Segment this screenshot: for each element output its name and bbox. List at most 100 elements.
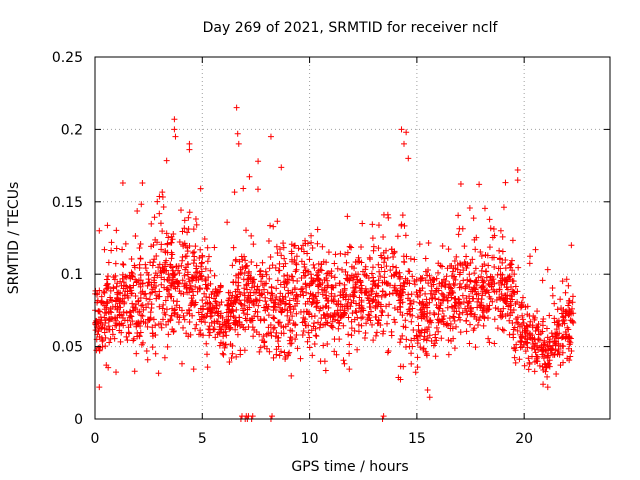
- data-point: [428, 319, 435, 326]
- data-point: [471, 270, 478, 277]
- data-point: [185, 306, 192, 313]
- data-point: [449, 268, 456, 275]
- data-point: [417, 344, 424, 351]
- data-point: [449, 304, 456, 311]
- data-point: [456, 284, 463, 291]
- data-point: [483, 274, 490, 281]
- y-tick-label: 0.2: [61, 122, 83, 138]
- data-point: [439, 243, 446, 250]
- data-point: [404, 310, 411, 317]
- data-point: [267, 295, 274, 302]
- data-point: [386, 301, 393, 308]
- data-point: [514, 314, 521, 321]
- data-point: [230, 278, 237, 285]
- data-point: [453, 323, 460, 330]
- data-point: [397, 287, 404, 294]
- data-point: [352, 283, 359, 290]
- data-point: [502, 256, 509, 263]
- data-point: [174, 313, 181, 320]
- data-point: [286, 276, 293, 283]
- data-point: [105, 317, 112, 324]
- data-point: [314, 240, 321, 247]
- data-point: [300, 314, 307, 321]
- data-point: [433, 324, 440, 331]
- data-point: [343, 259, 350, 266]
- data-point: [233, 353, 240, 360]
- data-point: [139, 180, 146, 187]
- data-point: [424, 272, 431, 279]
- data-point: [116, 327, 123, 334]
- data-point: [467, 321, 474, 328]
- data-point: [319, 243, 326, 250]
- data-point: [102, 343, 109, 350]
- data-point: [443, 273, 450, 280]
- data-point: [275, 301, 282, 308]
- data-point: [92, 327, 99, 334]
- data-point: [533, 353, 540, 360]
- data-point: [514, 166, 521, 173]
- data-point: [184, 244, 191, 251]
- data-point: [280, 240, 287, 247]
- data-point: [145, 276, 152, 283]
- data-point: [269, 262, 276, 269]
- data-point: [354, 346, 361, 353]
- data-point: [137, 255, 144, 262]
- data-point: [129, 318, 136, 325]
- data-point: [416, 287, 423, 294]
- data-point: [469, 286, 476, 293]
- data-point: [383, 303, 390, 310]
- data-point: [306, 295, 313, 302]
- data-point: [524, 336, 531, 343]
- data-point: [112, 260, 119, 267]
- data-point: [567, 317, 574, 324]
- x-tick-label: 5: [198, 431, 207, 447]
- data-point: [95, 308, 102, 315]
- data-point: [474, 321, 481, 328]
- data-point: [509, 237, 516, 244]
- data-point: [400, 363, 407, 370]
- data-point: [181, 316, 188, 323]
- data-point: [291, 242, 298, 249]
- data-point: [204, 364, 211, 371]
- data-point: [402, 232, 409, 239]
- data-point: [456, 296, 463, 303]
- data-point: [444, 304, 451, 311]
- data-point: [337, 250, 344, 257]
- data-point: [538, 348, 545, 355]
- data-point: [304, 250, 311, 257]
- data-point: [535, 326, 542, 333]
- data-point: [345, 314, 352, 321]
- data-point: [273, 329, 280, 336]
- data-point: [527, 318, 534, 325]
- data-point: [204, 299, 211, 306]
- data-point: [532, 328, 539, 335]
- data-point: [544, 373, 551, 380]
- data-point: [416, 299, 423, 306]
- data-point: [260, 304, 267, 311]
- data-point: [106, 339, 113, 346]
- data-point: [429, 277, 436, 284]
- data-point: [409, 343, 416, 350]
- data-point: [310, 277, 317, 284]
- data-point: [333, 351, 340, 358]
- data-point: [246, 173, 253, 180]
- data-point: [332, 282, 339, 289]
- data-point: [205, 274, 212, 281]
- data-point: [517, 338, 524, 345]
- data-point: [484, 314, 491, 321]
- data-point: [200, 305, 207, 312]
- data-point: [391, 249, 398, 256]
- data-point: [285, 321, 292, 328]
- data-point: [254, 313, 261, 320]
- x-axis-label: GPS time / hours: [291, 459, 408, 475]
- data-point: [373, 329, 380, 336]
- data-point: [149, 344, 156, 351]
- data-point: [525, 355, 532, 362]
- data-point: [375, 277, 382, 284]
- data-point: [102, 319, 109, 326]
- data-point: [354, 314, 361, 321]
- data-point: [212, 334, 219, 341]
- data-point: [558, 305, 565, 312]
- data-point: [408, 291, 415, 298]
